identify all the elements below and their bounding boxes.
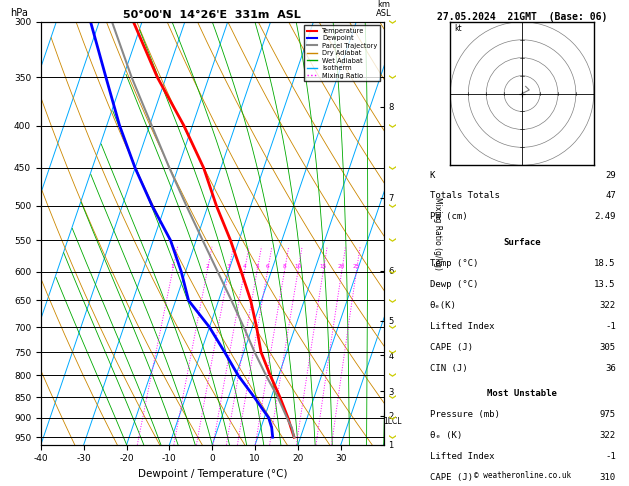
Text: 36: 36 bbox=[605, 364, 616, 373]
Text: Totals Totals: Totals Totals bbox=[430, 191, 499, 201]
Text: -1: -1 bbox=[605, 322, 616, 331]
Text: 8: 8 bbox=[282, 264, 286, 269]
Title: 50°00'N  14°26'E  331m  ASL: 50°00'N 14°26'E 331m ASL bbox=[123, 10, 301, 20]
Text: 15: 15 bbox=[320, 264, 327, 269]
Text: ❯: ❯ bbox=[387, 19, 394, 25]
Text: © weatheronline.co.uk: © weatheronline.co.uk bbox=[474, 471, 571, 480]
Text: ❯: ❯ bbox=[387, 434, 394, 440]
Text: km
ASL: km ASL bbox=[376, 0, 391, 17]
Text: 13.5: 13.5 bbox=[594, 280, 616, 289]
Text: Lifted Index: Lifted Index bbox=[430, 452, 494, 461]
Text: 5: 5 bbox=[255, 264, 259, 269]
Text: ❯: ❯ bbox=[387, 297, 394, 303]
Text: 10: 10 bbox=[294, 264, 301, 269]
Text: ❯: ❯ bbox=[387, 165, 394, 171]
Text: CAPE (J): CAPE (J) bbox=[430, 473, 472, 482]
Text: ❯: ❯ bbox=[387, 269, 394, 275]
Text: 322: 322 bbox=[599, 301, 616, 310]
Text: Dewp (°C): Dewp (°C) bbox=[430, 280, 478, 289]
Text: K: K bbox=[430, 171, 435, 180]
Text: kt: kt bbox=[454, 24, 462, 33]
Text: 20: 20 bbox=[338, 264, 345, 269]
Text: θₑ(K): θₑ(K) bbox=[430, 301, 457, 310]
Text: ❯: ❯ bbox=[387, 203, 394, 209]
Text: ❯: ❯ bbox=[387, 415, 394, 421]
Text: 6: 6 bbox=[265, 264, 269, 269]
Text: 4: 4 bbox=[243, 264, 247, 269]
Text: 305: 305 bbox=[599, 343, 616, 352]
Text: 3: 3 bbox=[226, 264, 230, 269]
Text: ❯: ❯ bbox=[387, 237, 394, 243]
Text: 322: 322 bbox=[599, 431, 616, 440]
Text: 2.49: 2.49 bbox=[594, 212, 616, 222]
Text: 18.5: 18.5 bbox=[594, 259, 616, 268]
Text: Pressure (mb): Pressure (mb) bbox=[430, 410, 499, 419]
Text: hPa: hPa bbox=[10, 8, 28, 17]
Text: 29: 29 bbox=[605, 171, 616, 180]
Legend: Temperature, Dewpoint, Parcel Trajectory, Dry Adiabat, Wet Adiabat, Isotherm, Mi: Temperature, Dewpoint, Parcel Trajectory… bbox=[304, 25, 381, 81]
Text: CAPE (J): CAPE (J) bbox=[430, 343, 472, 352]
Text: Temp (°C): Temp (°C) bbox=[430, 259, 478, 268]
Text: ❯: ❯ bbox=[387, 394, 394, 400]
Text: PW (cm): PW (cm) bbox=[430, 212, 467, 222]
Text: CIN (J): CIN (J) bbox=[430, 364, 467, 373]
Text: ❯: ❯ bbox=[387, 324, 394, 330]
Text: ❯: ❯ bbox=[387, 122, 394, 128]
Text: ❯: ❯ bbox=[387, 349, 394, 355]
Text: ❯: ❯ bbox=[387, 372, 394, 378]
Text: 310: 310 bbox=[599, 473, 616, 482]
Text: 1: 1 bbox=[170, 264, 174, 269]
Text: Lifted Index: Lifted Index bbox=[430, 322, 494, 331]
Text: Most Unstable: Most Unstable bbox=[487, 389, 557, 399]
Text: 2: 2 bbox=[205, 264, 209, 269]
Text: 975: 975 bbox=[599, 410, 616, 419]
Text: Mixing Ratio (g/kg): Mixing Ratio (g/kg) bbox=[433, 197, 442, 270]
Text: 1LCL: 1LCL bbox=[384, 417, 402, 426]
Text: θₑ (K): θₑ (K) bbox=[430, 431, 462, 440]
Text: Surface: Surface bbox=[503, 238, 541, 247]
Text: ❯: ❯ bbox=[387, 74, 394, 80]
Text: 47: 47 bbox=[605, 191, 616, 201]
Text: 27.05.2024  21GMT  (Base: 06): 27.05.2024 21GMT (Base: 06) bbox=[437, 12, 607, 22]
Text: -1: -1 bbox=[605, 452, 616, 461]
X-axis label: Dewpoint / Temperature (°C): Dewpoint / Temperature (°C) bbox=[138, 469, 287, 479]
Text: 25: 25 bbox=[353, 264, 360, 269]
